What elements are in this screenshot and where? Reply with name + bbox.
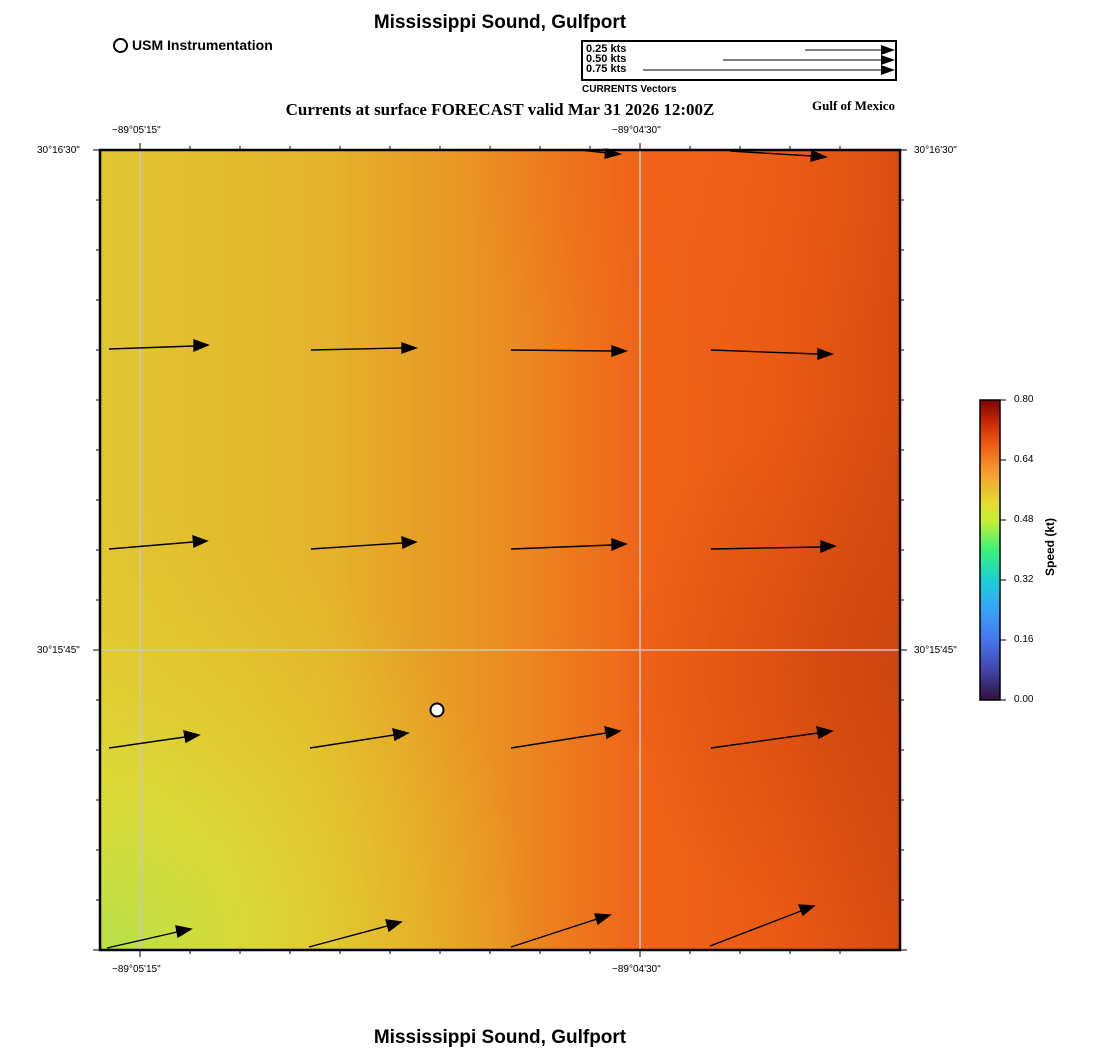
vector-legend-title: CURRENTS Vectors [582,84,677,95]
current-vector-arrow-icon [108,339,210,353]
vector-legend-arrows [643,45,895,75]
left-axis-label-1: 30°16'30" [37,145,80,156]
region-label: Gulf of Mexico [812,98,896,113]
current-vector-arrow-icon [710,726,834,749]
colorbar-tick-000: 0.00 [1014,694,1034,705]
bottom-axis-label-2: −89°04'30" [612,964,661,975]
map-bottom-title: Mississippi Sound, Gulfport [373,1027,627,1048]
current-vector-arrow-icon [579,148,623,159]
colorbar-tick-064: 0.64 [1014,454,1034,465]
colorbar-tick-032: 0.32 [1014,574,1034,585]
current-vector-arrow-icon [310,535,418,550]
vector-legend-entry-2: 0.50 kts [586,53,627,65]
map-ticks [93,143,907,957]
vector-legend-box: 0.25 kts 0.50 kts 0.75 kts [581,40,897,81]
colorbar-tick-080: 0.80 [1014,394,1034,405]
usm-station-marker [429,702,445,718]
legend-arrow-icon [881,55,895,65]
current-vector-arrow-icon [709,904,816,947]
bottom-axis-label-1: −89°05'15" [112,964,161,975]
legend-arrow-icon [881,45,895,55]
right-axis-label-1: 30°16'30" [914,145,957,156]
left-axis-label-2: 30°15'45" [37,645,80,656]
current-vector-arrow-icon [308,919,403,948]
station-legend-label: USM Instrumentation [132,37,273,53]
current-vector-arrow-icon [510,345,629,357]
colorbar-tick-048: 0.48 [1014,514,1034,525]
colorbar-tick-016: 0.16 [1014,634,1034,645]
current-vector-arrow-icon [729,149,829,162]
colorbar [979,399,1006,701]
station-marker-icon [113,37,128,53]
current-vector-arrow-icon [106,925,193,949]
current-vector-arrow-icon [309,728,410,749]
current-vector-arrow-icon [510,913,612,948]
colorbar-label: Speed (kt) [1043,518,1057,577]
current-vector-arrow-icon [710,348,835,360]
map-subtitle: Currents at surface FORECAST valid Mar 3… [285,100,715,119]
vector-legend-entry-3: 0.75 kts [586,63,627,75]
map-title: Mississippi Sound, Gulfport [373,12,627,33]
right-axis-label-2: 30°15'45" [914,645,957,656]
vector-legend-entry-1: 0.25 kts [586,43,627,55]
top-axis-label-2: −89°04'30" [612,125,661,136]
current-vectors [106,148,837,949]
station-legend: USM Instrumentation [113,37,273,53]
legend-arrow-icon [881,65,895,75]
current-vector-arrow-icon [310,342,419,354]
current-vector-arrow-icon [108,534,209,550]
current-vector-arrow-icon [710,540,837,554]
map-field [100,150,900,950]
top-axis-label-1: −89°05'15" [112,125,161,136]
current-vector-arrow-icon [510,538,628,552]
current-vector-arrow-icon [108,730,201,749]
map-grid [100,150,900,950]
current-vector-arrow-icon [510,726,622,749]
